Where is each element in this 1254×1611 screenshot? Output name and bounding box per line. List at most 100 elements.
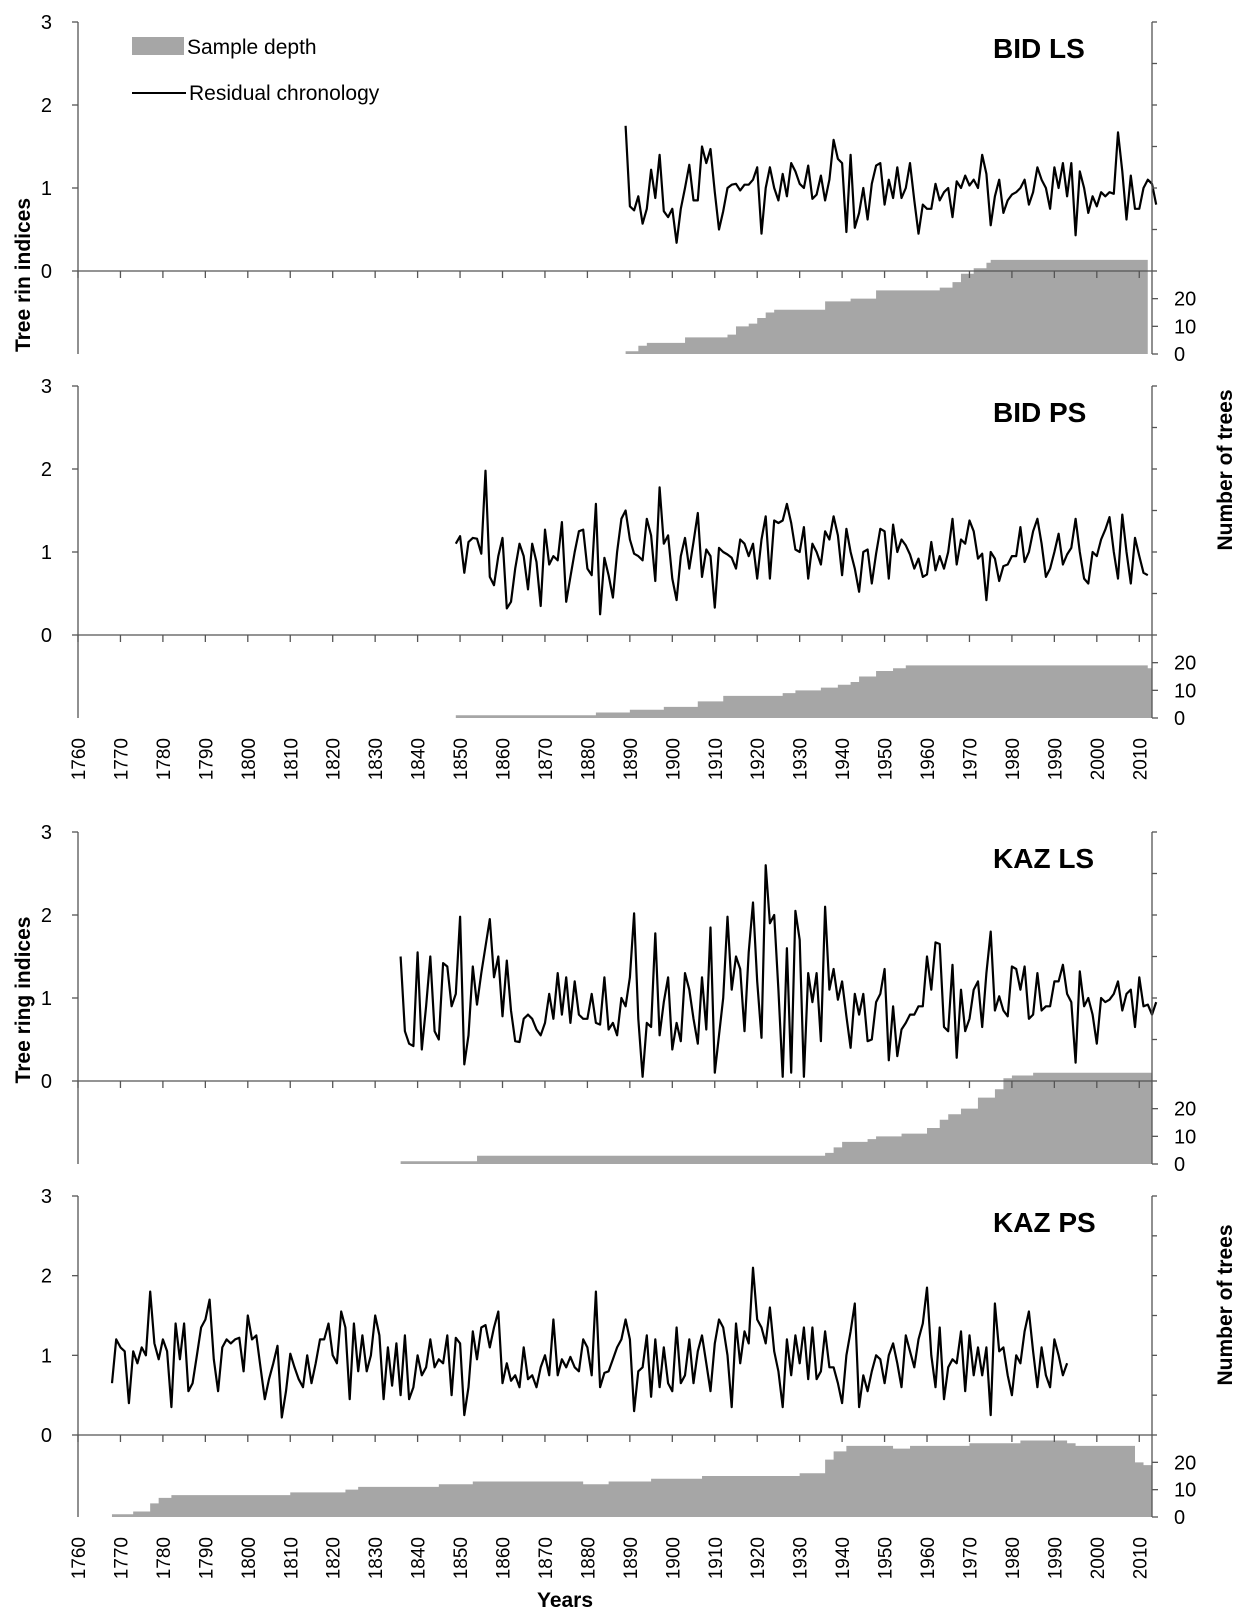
legend: Sample depth Residual chronology xyxy=(132,36,380,105)
panel-title-kaz-ps: KAZ PS xyxy=(993,1207,1096,1238)
year-tick-label: 1870 xyxy=(536,1537,557,1579)
y-tick-label: 2 xyxy=(41,1266,52,1288)
year-tick-label: 1810 xyxy=(281,1537,302,1579)
depth-tick-label: 10 xyxy=(1174,1480,1196,1502)
year-tick-label: 1990 xyxy=(1045,1537,1066,1579)
year-tick-label: 1930 xyxy=(791,1537,812,1579)
y-axis-title-lower: Tree ring indices xyxy=(12,917,35,1084)
y-tick-label: 0 xyxy=(41,261,52,283)
year-tick-label: 1870 xyxy=(536,738,557,780)
year-tick-label: 1860 xyxy=(494,1537,515,1579)
year-tick-label: 1770 xyxy=(111,1537,132,1579)
sample-depth-area-bid-ls xyxy=(625,259,1148,354)
year-tick-label: 1960 xyxy=(918,1537,939,1579)
residual-chronology-line-bid-ps xyxy=(454,469,1149,616)
year-tick-label: 2000 xyxy=(1088,1537,1109,1579)
x-axis-title: Years xyxy=(537,1589,593,1611)
year-tick-label: 1810 xyxy=(281,738,302,780)
depth-tick-label: 0 xyxy=(1174,1507,1185,1529)
y-tick-label: 1 xyxy=(41,1345,52,1367)
sample-depth-area-kaz-ls xyxy=(400,1072,1152,1164)
depth-tick-label: 10 xyxy=(1174,680,1196,702)
panel-kaz-ls: 0 1 2 3 0 10 20 KAZ LS xyxy=(41,822,1196,1176)
year-tick-label: 1990 xyxy=(1045,738,1066,780)
y-tick-label: 1 xyxy=(41,988,52,1010)
year-tick-label: 1860 xyxy=(494,738,515,780)
panel-title-kaz-ls: KAZ LS xyxy=(993,843,1094,874)
y-tick-label: 2 xyxy=(41,459,52,481)
y-tick-label: 0 xyxy=(41,625,52,647)
year-tick-label: 1970 xyxy=(960,1537,981,1579)
depth-tick-label: 10 xyxy=(1174,1126,1196,1148)
year-tick-label: 1920 xyxy=(748,738,769,780)
y-tick-label: 0 xyxy=(41,1071,52,1093)
panel-title-bid-ls: BID LS xyxy=(993,33,1085,64)
depth-tick-label: 20 xyxy=(1174,1452,1196,1474)
panel-bid-ps: 1760 1770 1780 1790 1800 1810 1820 1830 1840 1850… xyxy=(41,376,1196,780)
year-tick-label: 1950 xyxy=(876,738,897,780)
depth-tick-label: 20 xyxy=(1174,289,1196,311)
year-tick-label: 2000 xyxy=(1088,738,1109,780)
year-tick-label: 1840 xyxy=(409,1537,430,1579)
depth-tick-label: 10 xyxy=(1174,316,1196,338)
depth-tick-label: 0 xyxy=(1174,1154,1185,1176)
year-tick-label: 1790 xyxy=(196,738,217,780)
residual-chronology-line-kaz-ps xyxy=(110,1266,1069,1419)
year-tick-label: 1850 xyxy=(451,1537,472,1579)
year-tick-label: 1970 xyxy=(960,738,981,780)
y-tick-label: 2 xyxy=(41,905,52,927)
year-tick-label: 1830 xyxy=(366,1537,387,1579)
year-tick-label: 1820 xyxy=(324,738,345,780)
sample-depth-area-kaz-ps xyxy=(111,1440,1153,1517)
y-tick-label: 3 xyxy=(41,376,52,398)
year-tick-label: 1880 xyxy=(578,1537,599,1579)
year-tick-label: 1830 xyxy=(366,738,387,780)
y-axis-title-upper: Tree rin indices xyxy=(12,198,35,352)
year-tick-label: 1760 xyxy=(69,1537,90,1579)
sample-depth-area-bid-ps xyxy=(455,665,1152,718)
year-tick-label: 1820 xyxy=(324,1537,345,1579)
year-tick-label: 1790 xyxy=(196,1537,217,1579)
secondary-y-axis-title-upper: Number of trees xyxy=(1214,389,1237,550)
legend-swatch-sample-depth xyxy=(132,37,184,55)
year-tick-label: 1940 xyxy=(833,738,854,780)
depth-tick-label: 20 xyxy=(1174,653,1196,675)
residual-chronology-line-kaz-ls xyxy=(399,864,1158,1078)
year-tick-label: 1900 xyxy=(663,1537,684,1579)
year-tick-label: 1940 xyxy=(833,1537,854,1579)
year-tick-label: 1900 xyxy=(663,738,684,780)
year-tick-label: 1880 xyxy=(578,738,599,780)
legend-label-sample-depth: Sample depth xyxy=(187,36,317,59)
year-tick-label: 1890 xyxy=(621,1537,642,1579)
year-tick-label: 1800 xyxy=(239,1537,260,1579)
year-tick-label: 1890 xyxy=(621,738,642,780)
year-tick-label: 2010 xyxy=(1130,1537,1151,1579)
depth-tick-label: 20 xyxy=(1174,1099,1196,1121)
year-tick-label: 1840 xyxy=(409,738,430,780)
year-tick-label: 1850 xyxy=(451,738,472,780)
panel-title-bid-ps: BID PS xyxy=(993,397,1086,428)
year-tick-label: 1800 xyxy=(239,738,260,780)
year-tick-label: 2010 xyxy=(1130,738,1151,780)
residual-chronology-line-bid-ls xyxy=(624,125,1158,244)
y-tick-label: 3 xyxy=(41,12,52,34)
depth-tick-label: 0 xyxy=(1174,708,1185,730)
year-tick-label: 1770 xyxy=(111,738,132,780)
legend-label-residual-chronology: Residual chronology xyxy=(189,82,380,105)
year-tick-label: 1910 xyxy=(706,1537,727,1579)
year-tick-label: 1980 xyxy=(1003,738,1024,780)
year-tick-label: 1980 xyxy=(1003,1537,1024,1579)
y-tick-label: 2 xyxy=(41,95,52,117)
year-tick-label: 1960 xyxy=(918,738,939,780)
year-tick-label: 1760 xyxy=(69,738,90,780)
y-tick-label: 1 xyxy=(41,542,52,564)
year-tick-label: 1910 xyxy=(706,738,727,780)
year-tick-label: 1780 xyxy=(154,738,175,780)
year-tick-label: 1930 xyxy=(791,738,812,780)
year-tick-label: 1920 xyxy=(748,1537,769,1579)
y-tick-label: 1 xyxy=(41,178,52,200)
y-tick-label: 3 xyxy=(41,822,52,844)
panel-kaz-ps: 1760 1770 1780 1790 1800 1810 1820 1830 1840 1850… xyxy=(41,1186,1196,1579)
